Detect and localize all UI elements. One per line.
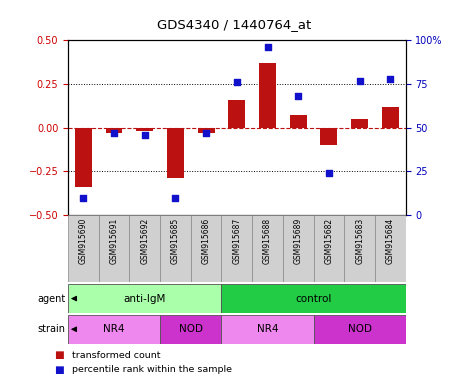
Text: GSM915691: GSM915691 [110,218,119,264]
Text: GSM915684: GSM915684 [386,218,395,264]
Point [264,44,271,50]
Bar [160,215,191,282]
Bar [68,284,221,313]
Text: GSM915692: GSM915692 [140,218,149,264]
Text: ■: ■ [54,365,64,375]
Point [295,93,302,99]
Text: NR4: NR4 [257,324,278,334]
Bar [283,215,314,282]
Bar [167,127,184,178]
Bar [106,127,122,133]
Point [203,130,210,136]
Bar [351,119,368,127]
Bar [259,63,276,127]
Point [386,76,394,82]
Text: GSM915689: GSM915689 [294,218,303,264]
Bar [221,315,314,344]
Text: GSM915685: GSM915685 [171,218,180,264]
Bar [68,215,98,282]
Bar [375,215,406,282]
Bar [160,315,221,344]
Bar [344,215,375,282]
Point [325,170,333,176]
Text: agent: agent [38,293,66,304]
Point [172,195,179,201]
Bar [228,100,245,127]
Text: GSM915686: GSM915686 [202,218,211,264]
Text: transformed count: transformed count [72,351,160,360]
Text: anti-IgM: anti-IgM [123,293,166,304]
Text: control: control [295,293,332,304]
Bar [136,127,153,131]
Bar [75,127,92,187]
Bar [290,116,307,127]
Bar [320,127,337,145]
Bar [191,215,221,282]
Bar [198,127,215,133]
Text: NR4: NR4 [103,324,125,334]
Bar [68,315,160,344]
Bar [314,215,344,282]
Text: NOD: NOD [179,324,203,334]
Text: GSM915690: GSM915690 [79,218,88,264]
Text: GSM915688: GSM915688 [263,218,272,264]
Point [110,130,118,136]
Point [356,78,363,84]
Text: ■: ■ [54,350,64,360]
Bar [314,315,406,344]
Bar [252,215,283,282]
Bar [98,215,129,282]
Text: GSM915682: GSM915682 [325,218,333,264]
Point [80,195,87,201]
Bar [221,284,406,313]
Text: GSM915687: GSM915687 [232,218,242,264]
Bar [129,215,160,282]
Bar [382,107,399,127]
Text: strain: strain [38,324,66,334]
Point [141,132,149,138]
Bar [221,215,252,282]
Text: GSM915683: GSM915683 [355,218,364,264]
Text: GDS4340 / 1440764_at: GDS4340 / 1440764_at [158,18,311,31]
Text: percentile rank within the sample: percentile rank within the sample [72,365,232,374]
Point [233,79,241,85]
Text: NOD: NOD [348,324,371,334]
